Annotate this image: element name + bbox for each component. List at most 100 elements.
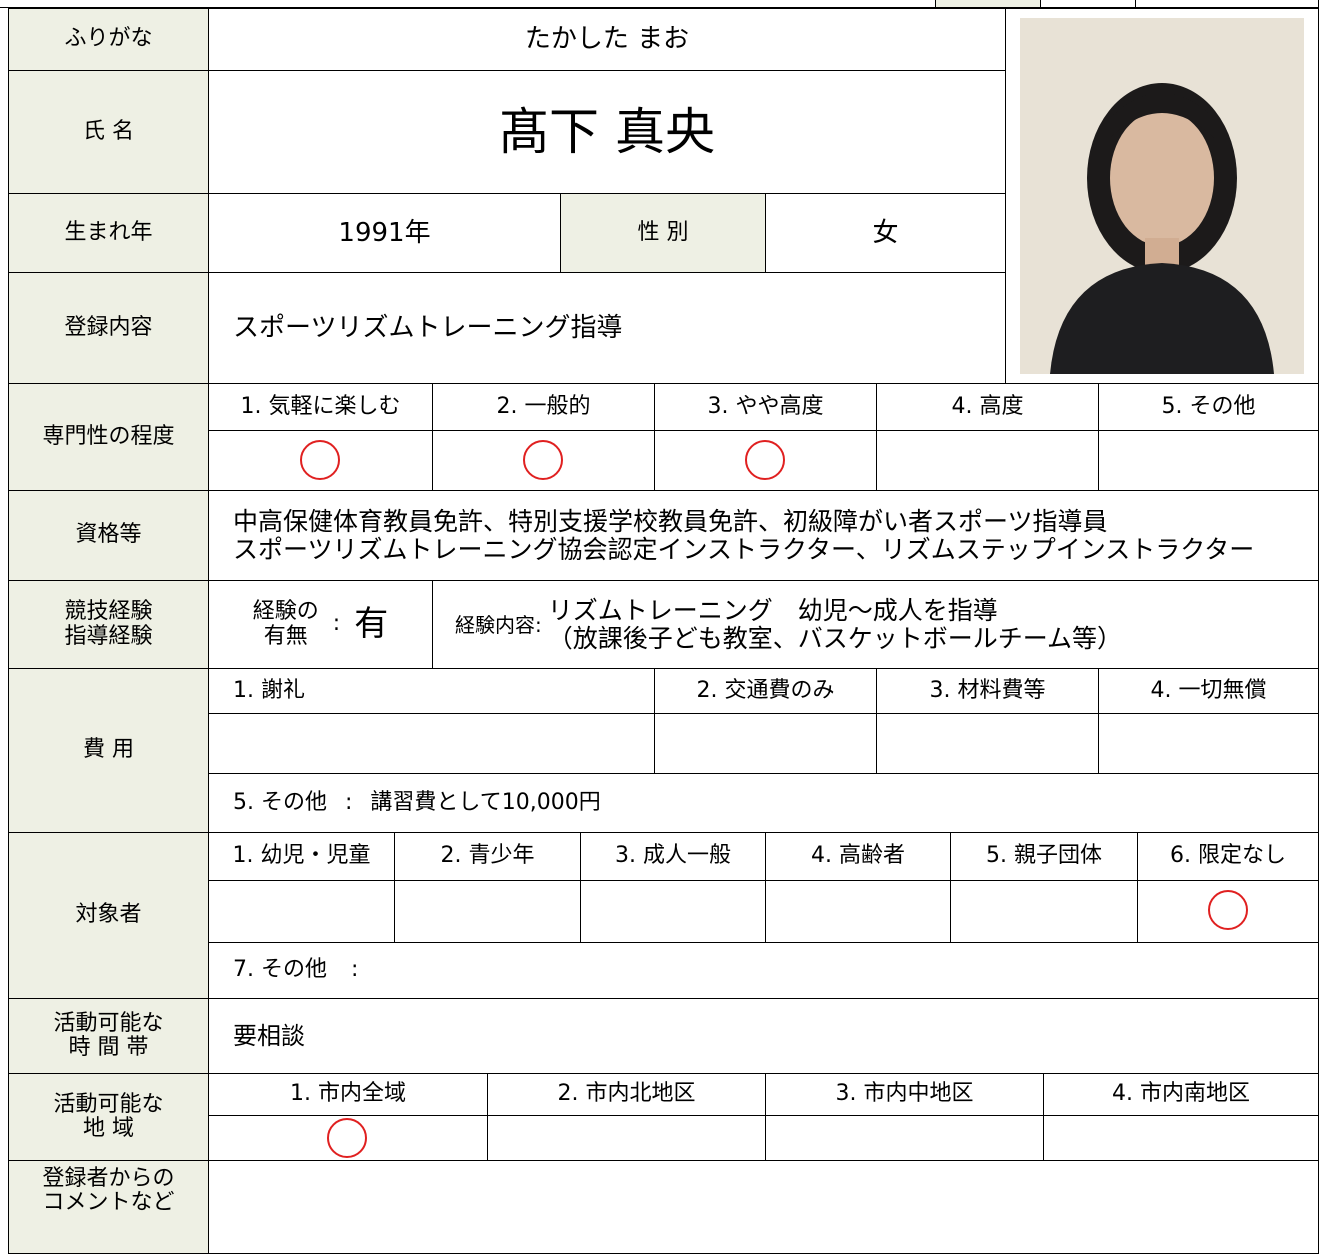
text: スポーツリズムトレーニング指導 <box>233 312 623 343</box>
option-header: 2. 青少年 <box>394 832 581 881</box>
text: 有無 <box>263 623 308 649</box>
label: 活動可能な地 域 <box>8 1073 209 1161</box>
option-header: 1. 市内全域 <box>208 1073 488 1116</box>
text: たかした まお <box>524 24 690 55</box>
sex: 女 <box>765 193 1006 273</box>
label: ふりがな <box>8 8 209 71</box>
selected-circle <box>300 440 340 480</box>
text: 2. 市内北地区 <box>557 1081 696 1107</box>
text: 3. 成人一般 <box>615 843 731 869</box>
text: 競技経験 <box>64 599 153 625</box>
option-cell <box>394 880 581 943</box>
option-cell <box>654 713 877 774</box>
experience-detail: 経験内容: リズムトレーニング 幼児～成人を指導 （放課後子ども教室、バスケットボ… <box>432 580 1319 669</box>
text: 講習費として10,000円 <box>370 789 601 815</box>
text: 4. 高齢者 <box>811 843 905 869</box>
birth-year: 1991年 <box>208 193 561 273</box>
option-cell <box>432 430 655 491</box>
text: 2. 交通費のみ <box>696 677 835 703</box>
top-cell <box>1040 0 1136 8</box>
text: 費 用 <box>83 737 134 763</box>
text: 中高保健体育教員免許、特別支援学校教員免許、初級障がい者スポーツ指導員 <box>233 507 1108 536</box>
text: 2. 青少年 <box>440 843 535 869</box>
text: 1. 幼児・児童 <box>232 843 371 869</box>
text: 4. 高度 <box>951 393 1024 419</box>
text: 6. 限定なし <box>1170 843 1286 869</box>
option-cell <box>487 1115 766 1161</box>
text: 女 <box>872 217 899 248</box>
option-header: 5. 親子団体 <box>950 832 1138 881</box>
text: 生まれ年 <box>64 219 153 245</box>
name: 髙下 真央 <box>208 70 1006 194</box>
option-cell <box>1043 1115 1319 1161</box>
text: 活動可能な <box>53 1091 164 1117</box>
text: : <box>332 611 341 637</box>
photo <box>1020 18 1304 374</box>
top-cell <box>935 0 1041 8</box>
option-cell <box>876 713 1099 774</box>
option-cell <box>765 880 951 943</box>
top-cell <box>0 0 936 8</box>
audience-other: 7. その他: <box>208 942 1319 999</box>
text: 経験内容: <box>455 612 542 637</box>
option-header: 1. 謝礼 <box>208 668 655 714</box>
text: 経験の <box>252 599 319 625</box>
text: 指導経験 <box>64 623 153 649</box>
text: 活動可能な <box>53 1010 164 1036</box>
text: 3. やや高度 <box>707 393 824 419</box>
option-header: 4. 一切無償 <box>1098 668 1319 714</box>
option-cell <box>1098 713 1319 774</box>
text: ふりがな <box>64 26 153 52</box>
text: リズムトレーニング 幼児～成人を指導 <box>547 596 998 625</box>
comment <box>208 1160 1319 1254</box>
text: 2. 一般的 <box>496 393 591 419</box>
text: （放課後子ども教室、バスケットボールチーム等） <box>547 623 1123 653</box>
option-cell <box>580 880 766 943</box>
text: 髙下 真央 <box>499 102 715 161</box>
text: 氏 名 <box>83 118 134 144</box>
text: : <box>344 789 353 815</box>
experience-has: 経験の 有無 : 有 <box>208 580 433 669</box>
text: 専門性の程度 <box>42 423 175 449</box>
fees-other: 5. その他: 講習費として10,000円 <box>208 773 1319 833</box>
option-cell <box>1137 880 1319 943</box>
text: 有 <box>354 603 389 644</box>
option-header: 3. 成人一般 <box>580 832 766 881</box>
selected-circle <box>1208 890 1248 930</box>
option-header: 4. 高度 <box>876 383 1099 431</box>
text: 登録者からの <box>42 1166 175 1191</box>
text: 5. その他 <box>1161 393 1256 419</box>
text: 要相談 <box>233 1021 305 1050</box>
text: 5. その他 <box>233 789 327 815</box>
text: 性 別 <box>637 219 689 245</box>
option-header: 5. その他 <box>1098 383 1319 431</box>
text: 1. 謝礼 <box>233 677 305 703</box>
label: 登録内容 <box>8 272 209 384</box>
text: 7. その他 <box>233 957 327 983</box>
text: スポーツリズムトレーニング協会認定インストラクター、リズムステップインストラクタ… <box>233 534 1255 564</box>
option-header: 2. 交通費のみ <box>654 668 877 714</box>
option-header: 4. 市内南地区 <box>1043 1073 1319 1116</box>
option-header: 2. 市内北地区 <box>487 1073 766 1116</box>
text: 地 域 <box>83 1116 134 1141</box>
photo-cell <box>1005 8 1319 384</box>
label: 氏 名 <box>8 70 209 194</box>
text: 5. 親子団体 <box>986 843 1102 869</box>
selected-circle <box>745 440 785 480</box>
text: 4. 一切無償 <box>1150 677 1267 703</box>
label: 専門性の程度 <box>8 383 209 491</box>
text: 対象者 <box>75 902 142 928</box>
text: 資格等 <box>75 522 142 548</box>
option-header: 1. 幼児・児童 <box>208 832 395 881</box>
registration: スポーツリズムトレーニング指導 <box>208 272 1006 384</box>
option-cell <box>208 880 395 943</box>
label: 費 用 <box>8 668 209 833</box>
selected-circle <box>327 1118 367 1158</box>
option-header: 1. 気軽に楽しむ <box>208 383 433 431</box>
label: 活動可能な時 間 帯 <box>8 998 209 1074</box>
label: 性 別 <box>560 193 766 273</box>
text: 3. 市内中地区 <box>835 1081 974 1107</box>
text: コメントなど <box>42 1190 175 1216</box>
option-header: 3. 市内中地区 <box>765 1073 1044 1116</box>
